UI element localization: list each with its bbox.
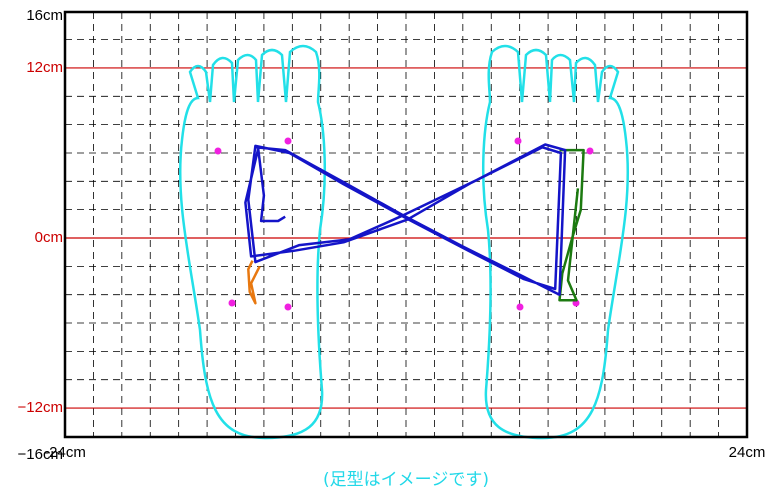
x-tick-label: -24cm bbox=[44, 444, 86, 461]
caption: (足型はイメージです) bbox=[323, 470, 489, 490]
y-tick-label: 16cm bbox=[26, 7, 63, 24]
left-foot bbox=[179, 44, 327, 440]
trajectory bbox=[558, 148, 585, 302]
y-tick-label: −16cm bbox=[18, 446, 63, 463]
trajectory bbox=[247, 260, 261, 305]
right-foot bbox=[481, 44, 629, 440]
y-tick-label: 12cm bbox=[26, 59, 63, 76]
x-tick-label: 24cm bbox=[729, 444, 766, 461]
traces bbox=[244, 143, 585, 305]
sensor-dot bbox=[228, 299, 236, 307]
sensor-dot bbox=[516, 303, 524, 311]
footprints bbox=[179, 44, 629, 440]
sensor-dot bbox=[284, 137, 292, 145]
y-tick-label: 0cm bbox=[35, 229, 63, 246]
sensor-dot bbox=[284, 303, 292, 311]
y-tick-label: −12cm bbox=[18, 399, 63, 416]
sensor-dot bbox=[586, 147, 594, 155]
sensor-dot bbox=[214, 147, 222, 155]
sensor-dot bbox=[514, 137, 522, 145]
trajectory bbox=[244, 143, 567, 296]
plot-frame bbox=[63, 10, 749, 439]
